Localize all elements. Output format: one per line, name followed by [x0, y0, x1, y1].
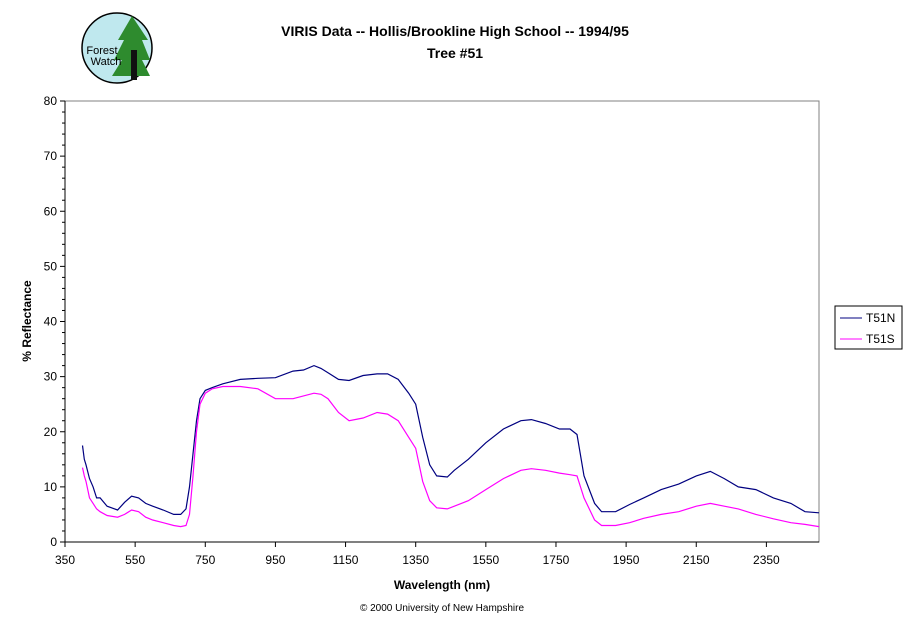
- x-tick-label: 1150: [333, 553, 359, 567]
- y-tick-label: 50: [44, 259, 58, 273]
- x-tick-label: 750: [195, 553, 215, 567]
- x-tick-label: 1750: [543, 553, 570, 567]
- logo-text-forest: Forest: [86, 45, 117, 57]
- y-tick-label: 40: [44, 315, 58, 329]
- x-tick-label: 1350: [402, 553, 429, 567]
- y-tick-label: 60: [44, 204, 58, 218]
- x-tick-label: 2150: [683, 553, 710, 567]
- chart-subtitle: Tree #51: [427, 45, 483, 61]
- y-tick-label: 10: [44, 480, 58, 494]
- legend: T51N T51S: [834, 305, 903, 350]
- y-tick-label: 20: [44, 425, 58, 439]
- y-tick-label: 0: [50, 535, 57, 549]
- chart-title: VIRIS Data -- Hollis/Brookline High Scho…: [281, 23, 629, 39]
- forest-watch-logo: Forest Watch: [81, 12, 153, 84]
- series-line-t51n: [81, 364, 820, 516]
- x-tick-label: 950: [265, 553, 285, 567]
- y-axis-label: % Reflectance: [20, 280, 34, 362]
- copyright: © 2000 University of New Hampshire: [360, 603, 525, 614]
- x-tick-label: 1950: [613, 553, 640, 567]
- series-line-t51s: [81, 385, 820, 528]
- x-axis-label: Wavelength (nm): [394, 578, 490, 592]
- x-tick-label: 550: [125, 553, 145, 567]
- y-tick-label: 30: [44, 370, 58, 384]
- legend-label-t51n: T51N: [866, 311, 895, 325]
- y-tick-label: 70: [44, 149, 58, 163]
- logo-text-watch: Watch: [91, 56, 122, 68]
- y-tick-label: 80: [44, 94, 58, 108]
- x-tick-label: 350: [55, 553, 75, 567]
- legend-label-t51s: T51S: [866, 332, 895, 346]
- x-tick-label: 1550: [472, 553, 499, 567]
- x-tick-label: 2350: [753, 553, 780, 567]
